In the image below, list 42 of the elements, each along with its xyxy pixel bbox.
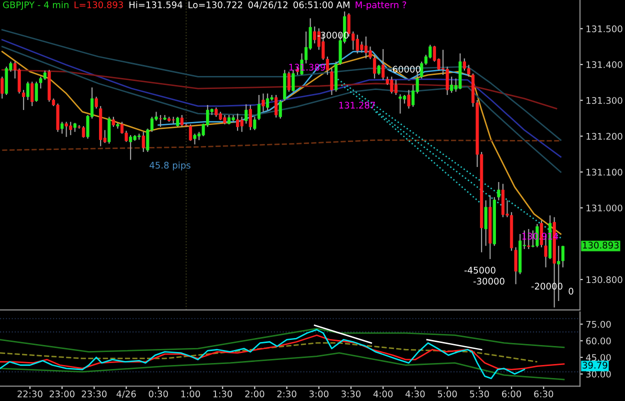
annotation: 45.8 pips xyxy=(150,162,190,170)
x-tick-label: 22:30 xyxy=(18,390,42,398)
x-tick-label: 4:00 xyxy=(373,390,393,398)
text: 130.893 xyxy=(582,242,619,249)
annotation: Hi=131.594 xyxy=(130,1,182,8)
x-tick-label: 2:00 xyxy=(245,390,264,398)
annotation: M-pattern ? xyxy=(356,1,406,10)
y-tick-label: 60.00 xyxy=(586,337,611,344)
x-tick-label: 23:30 xyxy=(82,390,107,398)
x-tick-label: 1:30 xyxy=(213,390,232,398)
x-tick-label: 5:00 xyxy=(438,390,457,398)
x-tick-label: 3:00 xyxy=(309,390,328,398)
y-tick-label: 30.00 xyxy=(586,370,611,378)
x-tick-label: 4:30 xyxy=(406,390,425,398)
annotation: L=130.893 xyxy=(74,1,123,8)
y-tick-label: 130.800 xyxy=(586,276,622,284)
y-tick-label: 131.100 xyxy=(586,168,622,176)
annotation: 0 xyxy=(568,288,574,295)
annotation: 04/26/12 xyxy=(248,1,288,9)
x-tick-label: 3:30 xyxy=(342,390,361,398)
chart-title: GBPJPY - 4 min xyxy=(3,1,68,10)
annotation: 06:51:00 AM xyxy=(293,1,350,8)
y-tick-label: 131.400 xyxy=(586,61,622,68)
y-tick-label: 45.00 xyxy=(586,354,611,361)
y-tick-label: 131.500 xyxy=(586,25,622,32)
annotation: -45000 xyxy=(464,266,496,274)
x-tick-label: 1:00 xyxy=(181,390,200,398)
x-tick-label: 6:30 xyxy=(534,390,554,398)
text: 39.79 xyxy=(582,362,608,369)
annotation: 131.287 xyxy=(339,102,375,109)
annotation: -30000 xyxy=(473,278,504,285)
x-tick-label: 4/26 xyxy=(116,390,136,398)
y-tick-label: 131.300 xyxy=(586,97,622,104)
x-tick-label: 0:30 xyxy=(148,390,168,398)
x-tick-label: 6:00 xyxy=(502,390,522,398)
y-tick-label: 75.00 xyxy=(586,320,611,328)
y-tick-label: 131.000 xyxy=(586,204,622,212)
x-tick-label: 2:30 xyxy=(277,390,296,398)
annotation: Lo=130.722 xyxy=(188,1,242,8)
y-tick-label: 131.200 xyxy=(586,132,622,140)
x-tick-label: 23:00 xyxy=(50,390,74,398)
x-tick-label: 5:30 xyxy=(470,390,489,398)
